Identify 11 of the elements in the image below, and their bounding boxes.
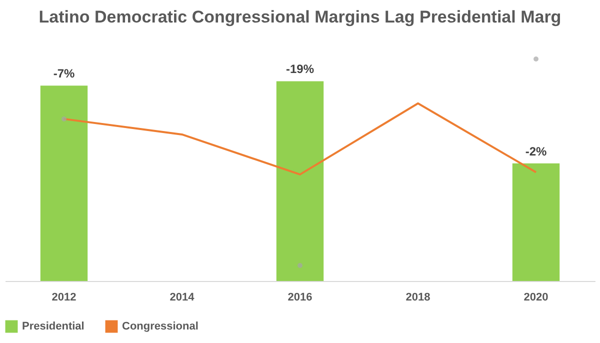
legend-label: Presidential (22, 320, 84, 333)
annotation: -19% (286, 62, 314, 76)
annotation: -2% (525, 144, 547, 158)
annotation: -7% (53, 66, 75, 81)
chart-title: Latino Democratic Congressional Margins Lag Presidential Marg (38, 8, 562, 26)
x-tick-label: 2012 (52, 292, 76, 304)
legend-label: Congressional (122, 320, 198, 333)
x-tick-label: 2014 (170, 292, 196, 304)
x-tick-label: 2018 (406, 292, 430, 304)
x-tick-label: 2016 (288, 292, 312, 304)
x-tick-label: 2020 (524, 292, 548, 304)
